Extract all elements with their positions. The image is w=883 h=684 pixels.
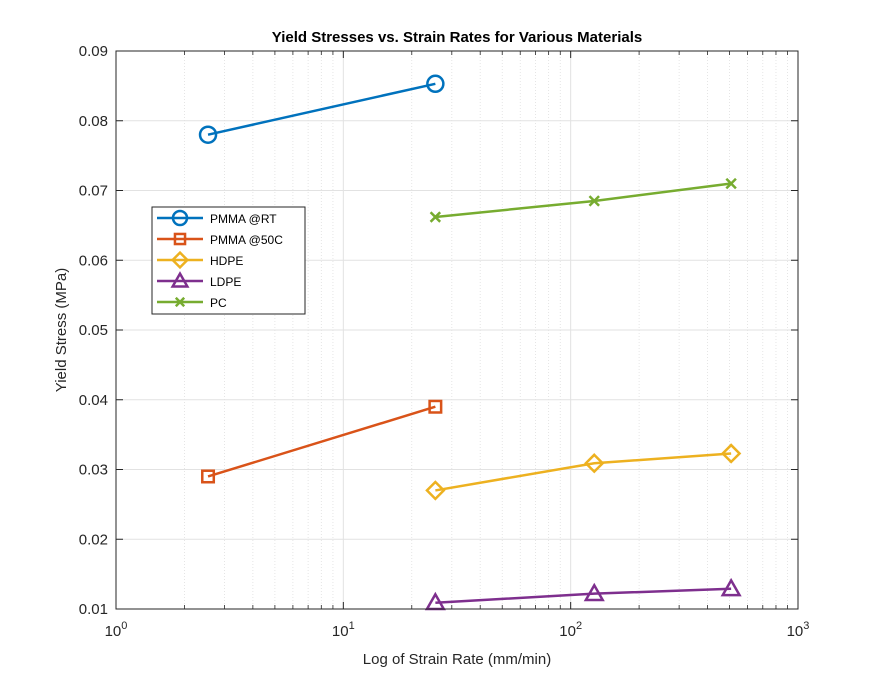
- data-point-marker: [725, 177, 737, 190]
- x-tick-label-exponent: 3: [803, 620, 809, 632]
- x-tick-label: 100: [105, 620, 128, 640]
- legend: PMMA @RT PMMA @50C HDPE LDPE PC: [151, 206, 306, 315]
- x-tick-label-base: 10: [787, 623, 804, 640]
- series-ldpe: [424, 577, 742, 611]
- y-axis-label: Yield Stress (MPa): [53, 268, 70, 392]
- data-point-marker: [201, 469, 216, 484]
- series-line: [207, 82, 436, 136]
- x-tick-label-base: 10: [559, 623, 576, 640]
- data-point-marker: [720, 577, 742, 597]
- series-pmma-rt: [198, 74, 445, 144]
- legend-marker: [170, 271, 190, 288]
- legend-entry: PC: [157, 296, 227, 310]
- tick-labels: 100 101 102 1030.010.020.030.040.050.060.07…: [79, 43, 810, 640]
- axis-ticks: [115, 50, 799, 610]
- legend-label: PMMA @RT: [210, 212, 277, 226]
- data-point-marker: [583, 582, 605, 602]
- y-tick-label: 0.01: [79, 601, 108, 618]
- chart-title: Yield Stresses vs. Strain Rates for Vari…: [272, 29, 642, 46]
- y-tick-label: 0.03: [79, 462, 108, 479]
- series-line: [207, 405, 436, 478]
- series-hdpe: [425, 443, 742, 501]
- legend-label: PC: [210, 296, 227, 310]
- y-tick-label: 0.02: [79, 531, 108, 548]
- y-tick-label: 0.08: [79, 113, 108, 130]
- legend-entry: HDPE: [157, 250, 243, 270]
- data-point-marker: [426, 74, 445, 94]
- x-tick-label-base: 10: [105, 623, 122, 640]
- legend-marker: [173, 232, 187, 246]
- series-line: [435, 587, 732, 604]
- legend-entry: PMMA @RT: [157, 209, 277, 227]
- data-point-marker: [720, 443, 742, 464]
- y-tick-label: 0.09: [79, 43, 108, 60]
- x-tick-label-exponent: 1: [349, 620, 355, 632]
- data-point-marker: [588, 195, 600, 207]
- series-pmma-50c: [201, 399, 443, 484]
- series-line: [435, 452, 732, 492]
- legend-label: PMMA @50C: [210, 233, 283, 247]
- x-tick-label-base: 10: [332, 623, 349, 640]
- data-point-marker: [198, 125, 218, 144]
- y-tick-label: 0.06: [79, 252, 108, 269]
- x-tick-label: 101: [332, 620, 355, 640]
- legend-label: LDPE: [210, 275, 241, 289]
- series-pc: [429, 177, 737, 223]
- x-axis-label: Log of Strain Rate (mm/min): [363, 651, 551, 668]
- x-tick-label: 103: [787, 620, 810, 640]
- legend-entry: PMMA @50C: [157, 232, 283, 247]
- x-tick-label-exponent: 2: [576, 620, 582, 632]
- x-tick-label-exponent: 0: [121, 620, 127, 632]
- y-tick-label: 0.04: [79, 392, 108, 409]
- legend-marker: [171, 209, 189, 227]
- data-point-marker: [429, 211, 442, 223]
- x-tick-label: 102: [559, 620, 582, 640]
- legend-label: HDPE: [210, 254, 243, 268]
- legend-entry: LDPE: [157, 271, 241, 289]
- legend-marker: [174, 296, 186, 308]
- data-point-marker: [425, 480, 446, 501]
- y-tick-label: 0.07: [79, 183, 108, 200]
- series-layer: [198, 74, 742, 611]
- data-point-marker: [428, 399, 443, 414]
- data-point-marker: [584, 453, 605, 474]
- legend-marker: [170, 250, 190, 270]
- y-tick-label: 0.05: [79, 322, 108, 339]
